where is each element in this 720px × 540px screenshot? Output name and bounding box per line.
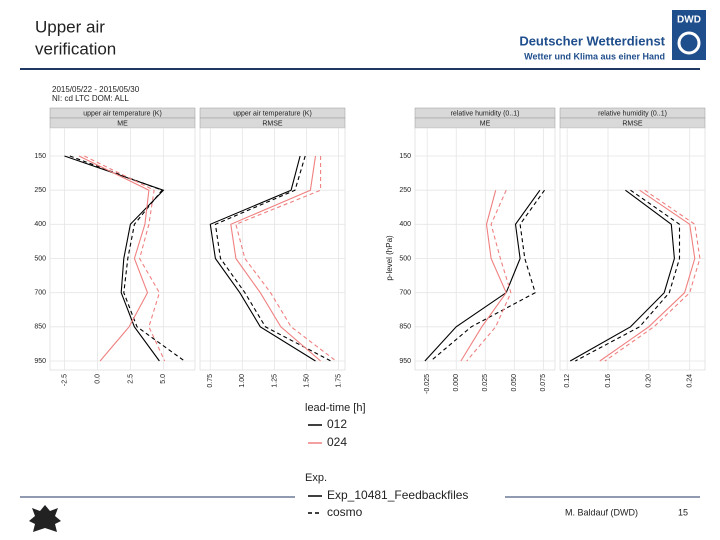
legend-label: 012 — [327, 417, 347, 431]
y-tick-label: 250 — [34, 187, 46, 194]
profile-line — [599, 189, 696, 362]
x-tick-label: -0.025 — [424, 374, 431, 394]
x-tick-label: 0.0 — [94, 374, 101, 384]
x-tick-label: 0.025 — [482, 374, 489, 392]
panel-title: relative humidity (0..1) — [451, 110, 520, 117]
profile-line — [78, 155, 150, 362]
profile-line — [604, 189, 701, 362]
profile-line — [430, 189, 545, 362]
eagle-logo — [29, 505, 61, 532]
profile-line — [460, 190, 507, 362]
legend-label: 024 — [327, 435, 347, 449]
legend-title: Exp. — [305, 472, 327, 484]
logo-swirl — [677, 31, 701, 55]
y-tick-label: 850 — [399, 324, 411, 331]
org-slogan: Wetter und Klima aus einer Hand — [524, 51, 665, 61]
y-tick-label: 500 — [34, 255, 46, 262]
panel-title: relative humidity (0..1) — [598, 110, 667, 117]
x-tick-label: 0.20 — [646, 374, 653, 388]
y-tick-label: 500 — [399, 255, 411, 262]
profile-line — [209, 155, 316, 362]
slide-title: verification — [35, 39, 116, 58]
y-axis-label: p-level (hPa) — [385, 235, 394, 281]
panel-subtitle: RMSE — [622, 120, 643, 127]
x-tick-label: 2.5 — [127, 374, 134, 384]
y-tick-label: 850 — [34, 324, 46, 331]
y-tick-label: 150 — [34, 153, 46, 160]
panel-subtitle: RMSE — [262, 120, 283, 127]
y-tick-label: 400 — [399, 221, 411, 228]
panel-title: upper air temperature (K) — [233, 110, 312, 117]
profile-line — [466, 189, 512, 362]
logo-text: DWD — [677, 15, 701, 26]
x-tick-label: 5.0 — [160, 374, 167, 384]
profile-line — [569, 189, 675, 362]
x-tick-label: 0.000 — [453, 374, 460, 392]
x-tick-label: 0.75 — [207, 374, 214, 388]
chart-domain: NI: cd LTC DOM: ALL — [52, 94, 129, 103]
profile-line — [230, 155, 321, 362]
x-tick-label: 0.24 — [687, 374, 694, 388]
profile-line — [424, 189, 541, 362]
profile-line — [214, 155, 332, 362]
x-tick-label: 1.00 — [239, 374, 246, 388]
x-tick-label: 1.25 — [271, 374, 278, 388]
plot-area — [49, 127, 196, 371]
profile-line — [69, 155, 185, 362]
profile-line — [84, 155, 166, 362]
y-tick-label: 950 — [34, 358, 46, 365]
y-tick-label: 700 — [34, 290, 46, 297]
panel-subtitle: ME — [117, 120, 128, 127]
y-tick-label: 400 — [34, 221, 46, 228]
y-tick-label: 700 — [399, 290, 411, 297]
x-tick-label: 0.16 — [605, 374, 612, 388]
plot-area — [559, 127, 706, 371]
legend-label: Exp_10481_Feedbackfiles — [327, 488, 468, 502]
x-tick-label: 1.50 — [303, 374, 310, 388]
footer-page: 15 — [678, 507, 688, 517]
slide-title: Upper air — [35, 17, 105, 36]
org-name: Deutscher Wetterdienst — [519, 33, 665, 48]
x-tick-label: 0.050 — [511, 374, 518, 392]
legend-label: cosmo — [327, 505, 363, 519]
x-tick-label: 0.12 — [564, 374, 571, 388]
x-tick-label: 1.75 — [335, 374, 342, 388]
panel-subtitle: ME — [480, 120, 491, 127]
footer-author: M. Baldauf (DWD) — [565, 507, 638, 517]
panel-title: upper air temperature (K) — [83, 110, 162, 117]
plot-area — [199, 127, 346, 371]
legend-title: lead-time [h] — [305, 402, 366, 414]
y-tick-label: 250 — [399, 187, 411, 194]
x-tick-label: -2.5 — [61, 374, 68, 386]
y-tick-label: 950 — [399, 358, 411, 365]
x-tick-label: 0.075 — [540, 374, 547, 392]
profile-line — [64, 155, 165, 362]
y-tick-label: 150 — [399, 153, 411, 160]
chart-dates: 2015/05/22 - 2015/05/30 — [52, 85, 140, 94]
profile-line — [575, 189, 681, 362]
